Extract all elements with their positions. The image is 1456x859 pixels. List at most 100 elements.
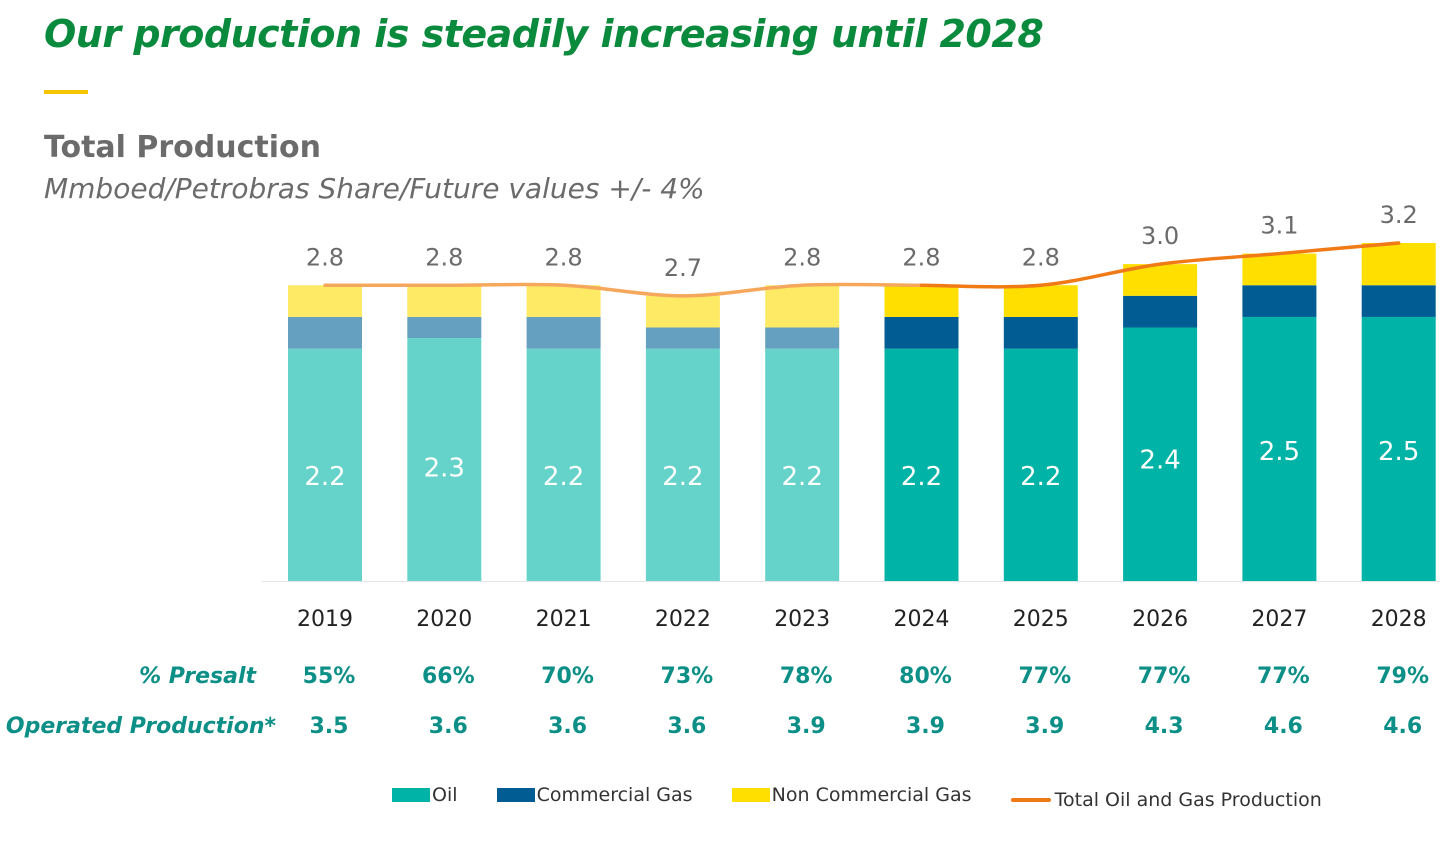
oil-value-label-2024: 2.2 <box>901 462 942 492</box>
total-value-label-2028: 3.2 <box>1380 201 1418 229</box>
oil-value-label-2019: 2.2 <box>304 462 345 492</box>
bar-oil-2023 <box>765 348 840 581</box>
bar-non-commercial-gas-2020 <box>407 285 482 317</box>
operated-value-2020: 3.6 <box>428 714 468 739</box>
operated-value-2024: 3.9 <box>906 714 945 739</box>
x-tick-label-2020: 2020 <box>416 607 472 632</box>
presalt-value-2021: 70% <box>541 664 594 689</box>
x-tick-label-2019: 2019 <box>297 607 353 632</box>
bar-non-commercial-gas-2025 <box>1003 285 1078 317</box>
presalt-value-2027: 77% <box>1257 664 1310 689</box>
presalt-value-2020: 66% <box>421 664 475 689</box>
total-value-label-2027: 3.1 <box>1260 212 1298 240</box>
total-value-label-2023: 2.8 <box>783 243 821 271</box>
total-value-label-2019: 2.8 <box>306 243 344 271</box>
presalt-row-label: % Presalt <box>139 664 256 689</box>
bar-oil-2026 <box>1123 327 1198 581</box>
presalt-value-2019: 55% <box>302 664 356 689</box>
presalt-value-2023: 78% <box>779 664 833 689</box>
legend-swatch-total-line <box>1010 798 1051 802</box>
bar-non-commercial-gas-2022 <box>645 295 720 328</box>
bar-commercial-gas-2021 <box>526 316 601 349</box>
presalt-value-2022: 73% <box>660 664 714 689</box>
total-value-label-2021: 2.8 <box>545 243 583 271</box>
x-tick-label-2021: 2021 <box>536 607 592 632</box>
oil-value-label-2022: 2.2 <box>662 462 703 492</box>
bar-oil-2028 <box>1361 316 1436 581</box>
oil-value-label-2020: 2.3 <box>424 454 465 484</box>
total-value-label-2022: 2.7 <box>664 254 702 282</box>
oil-value-label-2028: 2.5 <box>1378 437 1419 467</box>
legend-item-oil: Oil <box>392 784 458 806</box>
total-line-projected <box>919 241 1401 289</box>
x-tick-label-2028: 2028 <box>1371 607 1427 632</box>
chart-subtitle: Mmboed/Petrobras Share/Future values +/-… <box>44 172 705 205</box>
legend-label-oil: Oil <box>432 784 458 806</box>
bar-oil-2020 <box>407 338 482 581</box>
presalt-value-2028: 79% <box>1376 664 1430 689</box>
oil-value-label-2025: 2.2 <box>1020 462 1061 492</box>
operated-value-2028: 4.6 <box>1383 714 1423 739</box>
title-accent-rule <box>44 90 88 94</box>
x-tick-label-2027: 2027 <box>1251 607 1307 632</box>
chart-legend: Oil Commercial Gas Non Commercial Gas To… <box>392 784 1356 811</box>
legend-label-non-commercial-gas: Non Commercial Gas <box>771 784 972 806</box>
bar-commercial-gas-2023 <box>765 327 840 349</box>
bar-non-commercial-gas-2021 <box>526 285 601 317</box>
legend-item-total: Total Oil and Gas Production <box>1010 789 1322 811</box>
bar-oil-2025 <box>1003 348 1078 581</box>
bar-oil-2021 <box>526 348 601 581</box>
total-line-historical <box>323 282 924 298</box>
bar-commercial-gas-2026 <box>1123 295 1198 328</box>
bar-commercial-gas-2028 <box>1361 285 1436 317</box>
oil-value-label-2023: 2.2 <box>782 462 823 492</box>
total-value-label-2024: 2.8 <box>902 243 940 271</box>
x-tick-label-2024: 2024 <box>894 607 950 632</box>
legend-swatch-non-commercial-gas <box>731 788 770 802</box>
bar-commercial-gas-2020 <box>407 316 482 339</box>
legend-swatch-oil <box>392 788 430 802</box>
total-value-label-2026: 3.0 <box>1141 222 1179 250</box>
bar-oil-2027 <box>1242 316 1317 581</box>
x-tick-label-2025: 2025 <box>1013 607 1069 632</box>
production-chart: 2.2 2.8 2019 2.3 2.8 2020 2.2 2.8 2021 2.2 2.7 2022… <box>262 201 1440 632</box>
bar-commercial-gas-2022 <box>645 327 720 349</box>
total-value-label-2025: 2.8 <box>1022 243 1060 271</box>
operated-row-label: Operated Production* <box>5 714 276 739</box>
bar-non-commercial-gas-2027 <box>1242 253 1317 286</box>
bar-commercial-gas-2025 <box>1003 316 1078 349</box>
bar-commercial-gas-2024 <box>884 316 959 349</box>
operated-value-2027: 4.6 <box>1263 714 1303 739</box>
presalt-value-2024: 80% <box>899 664 952 689</box>
presalt-value-2025: 77% <box>1018 664 1072 689</box>
chart-title: Total Production <box>44 130 322 165</box>
x-tick-label-2023: 2023 <box>774 607 830 632</box>
legend-swatch-commercial-gas <box>496 788 535 802</box>
bar-oil-2019 <box>288 348 362 581</box>
oil-value-label-2027: 2.5 <box>1259 437 1300 467</box>
total-value-label-2020: 2.8 <box>425 243 463 271</box>
bar-commercial-gas-2027 <box>1242 285 1317 317</box>
operated-value-2021: 3.6 <box>548 714 588 739</box>
bar-non-commercial-gas-2024 <box>884 285 959 317</box>
operated-value-2026: 4.3 <box>1144 714 1184 739</box>
operated-value-2023: 3.9 <box>786 714 826 739</box>
oil-value-label-2021: 2.2 <box>543 462 584 492</box>
presalt-value-2026: 77% <box>1137 664 1191 689</box>
bar-non-commercial-gas-2028 <box>1361 243 1436 286</box>
bar-non-commercial-gas-2019 <box>288 285 362 317</box>
operated-value-2025: 3.9 <box>1025 714 1065 739</box>
bar-oil-2022 <box>645 348 720 581</box>
bar-non-commercial-gas-2023 <box>765 285 840 328</box>
legend-label-total: Total Oil and Gas Production <box>1054 789 1322 811</box>
operated-value-2022: 3.6 <box>667 714 707 739</box>
x-tick-label-2022: 2022 <box>655 607 711 632</box>
legend-item-non-commercial-gas: Non Commercial Gas <box>731 784 972 806</box>
operated-value-2019: 3.5 <box>309 714 349 739</box>
bar-oil-2024 <box>884 348 959 581</box>
x-tick-label-2026: 2026 <box>1132 607 1188 632</box>
bar-commercial-gas-2019 <box>288 316 362 349</box>
oil-value-label-2026: 2.4 <box>1139 445 1180 475</box>
legend-label-commercial-gas: Commercial Gas <box>536 784 693 806</box>
legend-item-commercial-gas: Commercial Gas <box>496 784 693 806</box>
